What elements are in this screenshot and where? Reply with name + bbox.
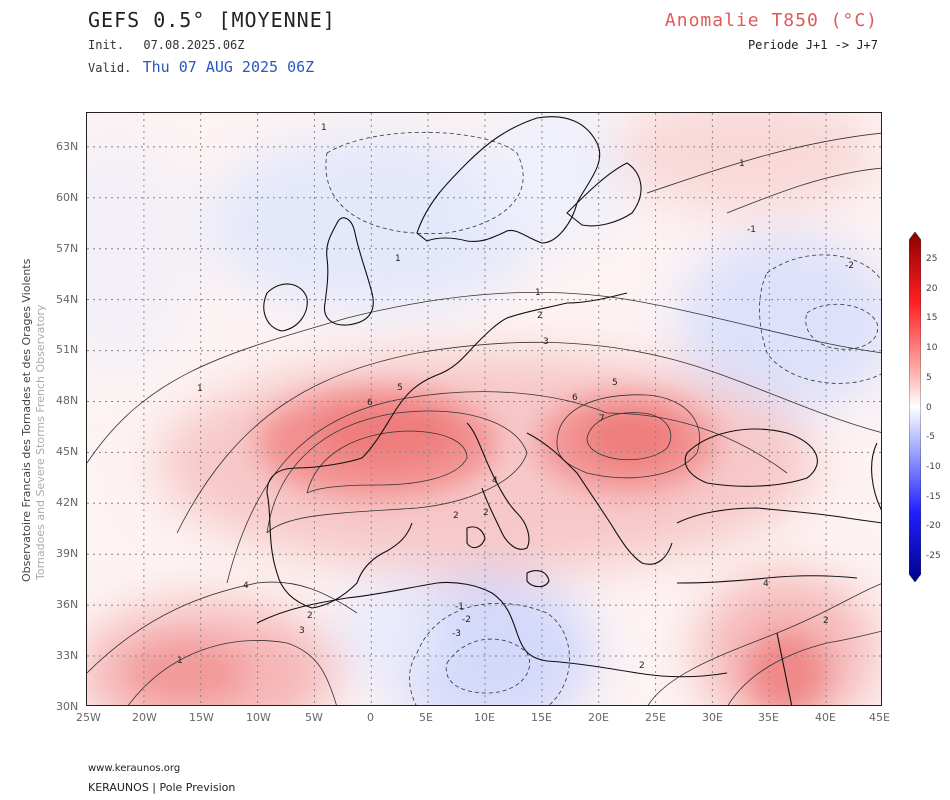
period-label: Periode J+1 -> J+7 <box>747 38 878 52</box>
site-url[interactable]: www.keraunos.org <box>88 763 181 774</box>
init-label: Init. <box>88 38 125 52</box>
lon-label: 0 <box>367 711 374 724</box>
lon-label: 30E <box>702 711 723 724</box>
colorbar-label: -5 <box>926 432 935 442</box>
lon-label: 40E <box>815 711 836 724</box>
negative-isolines <box>325 131 881 705</box>
contour-label: -3 <box>452 629 461 639</box>
isolines <box>87 132 881 705</box>
colorbar-label: -10 <box>926 462 941 472</box>
lon-label: 15E <box>531 711 552 724</box>
contour-label: 1 <box>177 656 183 666</box>
brand-label: KERAUNOS | Pole Prevision <box>88 781 236 794</box>
lon-label: 25E <box>645 711 666 724</box>
colorbar-label: 20 <box>926 284 938 294</box>
observatory-label-en: Tornadoes and Severe Storms French Obser… <box>34 304 47 580</box>
contour-label: 6 <box>367 398 373 408</box>
contour-label: 1 <box>395 254 401 264</box>
colorbar-label: -25 <box>926 551 941 561</box>
lat-label: 57N <box>56 242 79 255</box>
observatory-label: Observatoire Francais des Tornades et de… <box>20 258 33 582</box>
valid-label: Valid. <box>88 61 132 75</box>
contour-label: 3 <box>543 337 549 347</box>
contour-label: 2 <box>453 511 459 521</box>
colorbar-label: 0 <box>926 403 932 413</box>
contour-label: 2 <box>639 661 645 671</box>
contour-label: 2 <box>823 616 829 626</box>
colorbar-label: 15 <box>926 313 938 323</box>
contour-label: 4 <box>243 581 249 591</box>
anomaly-map: 1 1 1 1 1 1 2 2 2 2 2 2 3 3 4 4 4 5 5 6 … <box>86 112 882 706</box>
contour-label: -1 <box>747 225 756 235</box>
lon-label: 5W <box>305 711 323 724</box>
contour-label: 7 <box>599 414 605 424</box>
lon-label: 10W <box>246 711 271 724</box>
lon-label: 20W <box>132 711 157 724</box>
contour-label: 5 <box>397 383 403 393</box>
colorbar-label: 5 <box>926 373 932 383</box>
contour-label: 2 <box>537 311 543 321</box>
contour-label: 1 <box>739 159 745 169</box>
contour-label: -2 <box>462 615 471 625</box>
coastlines <box>256 116 881 705</box>
contour-label: -2 <box>845 261 854 271</box>
colorbar <box>909 232 921 582</box>
init-value: 07.08.2025.06Z <box>143 38 245 52</box>
contour-labels: 1 1 1 1 1 1 2 2 2 2 2 2 3 3 4 4 4 5 5 6 … <box>177 123 854 671</box>
lat-label: 33N <box>56 649 79 662</box>
lon-label: 20E <box>588 711 609 724</box>
lat-label: 30N <box>56 700 79 713</box>
contour-label: 1 <box>197 384 203 394</box>
lat-label: 48N <box>56 394 79 407</box>
init-time: Init. 07.08.2025.06Z <box>88 38 245 52</box>
lat-label: 54N <box>56 293 79 306</box>
map-canvas: 1 1 1 1 1 1 2 2 2 2 2 2 3 3 4 4 4 5 5 6 … <box>87 113 881 705</box>
colorbar-label: 10 <box>926 343 938 353</box>
lon-label: 5E <box>419 711 433 724</box>
contour-label: 1 <box>321 123 327 133</box>
valid-value: Thu 07 AUG 2025 06Z <box>142 58 315 76</box>
contour-label: -1 <box>455 602 464 612</box>
lat-label: 42N <box>56 496 79 509</box>
model-title: GEFS 0.5° [MOYENNE] <box>88 8 336 32</box>
contour-label: 1 <box>535 288 541 298</box>
lat-label: 63N <box>56 140 79 153</box>
lon-label: 45E <box>869 711 890 724</box>
lat-label: 51N <box>56 343 79 356</box>
lat-label: 60N <box>56 191 79 204</box>
lon-label: 10E <box>474 711 495 724</box>
lat-label: 39N <box>56 547 79 560</box>
valid-time: Valid. Thu 07 AUG 2025 06Z <box>88 58 314 76</box>
colorbar-label: -20 <box>926 521 941 531</box>
contour-label: 4 <box>492 476 498 486</box>
colorbar-label: -15 <box>926 492 941 502</box>
lon-label: 15W <box>189 711 214 724</box>
lat-label: 45N <box>56 445 79 458</box>
field-title: Anomalie T850 (°C) <box>664 10 878 31</box>
colorbar-label: 25 <box>926 254 938 264</box>
contour-label: 4 <box>763 579 769 589</box>
contour-label: 5 <box>612 378 618 388</box>
lat-label: 36N <box>56 598 79 611</box>
contour-label: 6 <box>572 393 578 403</box>
lon-label: 25W <box>76 711 101 724</box>
contour-label: 2 <box>307 611 313 621</box>
lon-label: 35E <box>758 711 779 724</box>
contour-label: 3 <box>299 626 305 636</box>
contour-label: 2 <box>483 508 489 518</box>
